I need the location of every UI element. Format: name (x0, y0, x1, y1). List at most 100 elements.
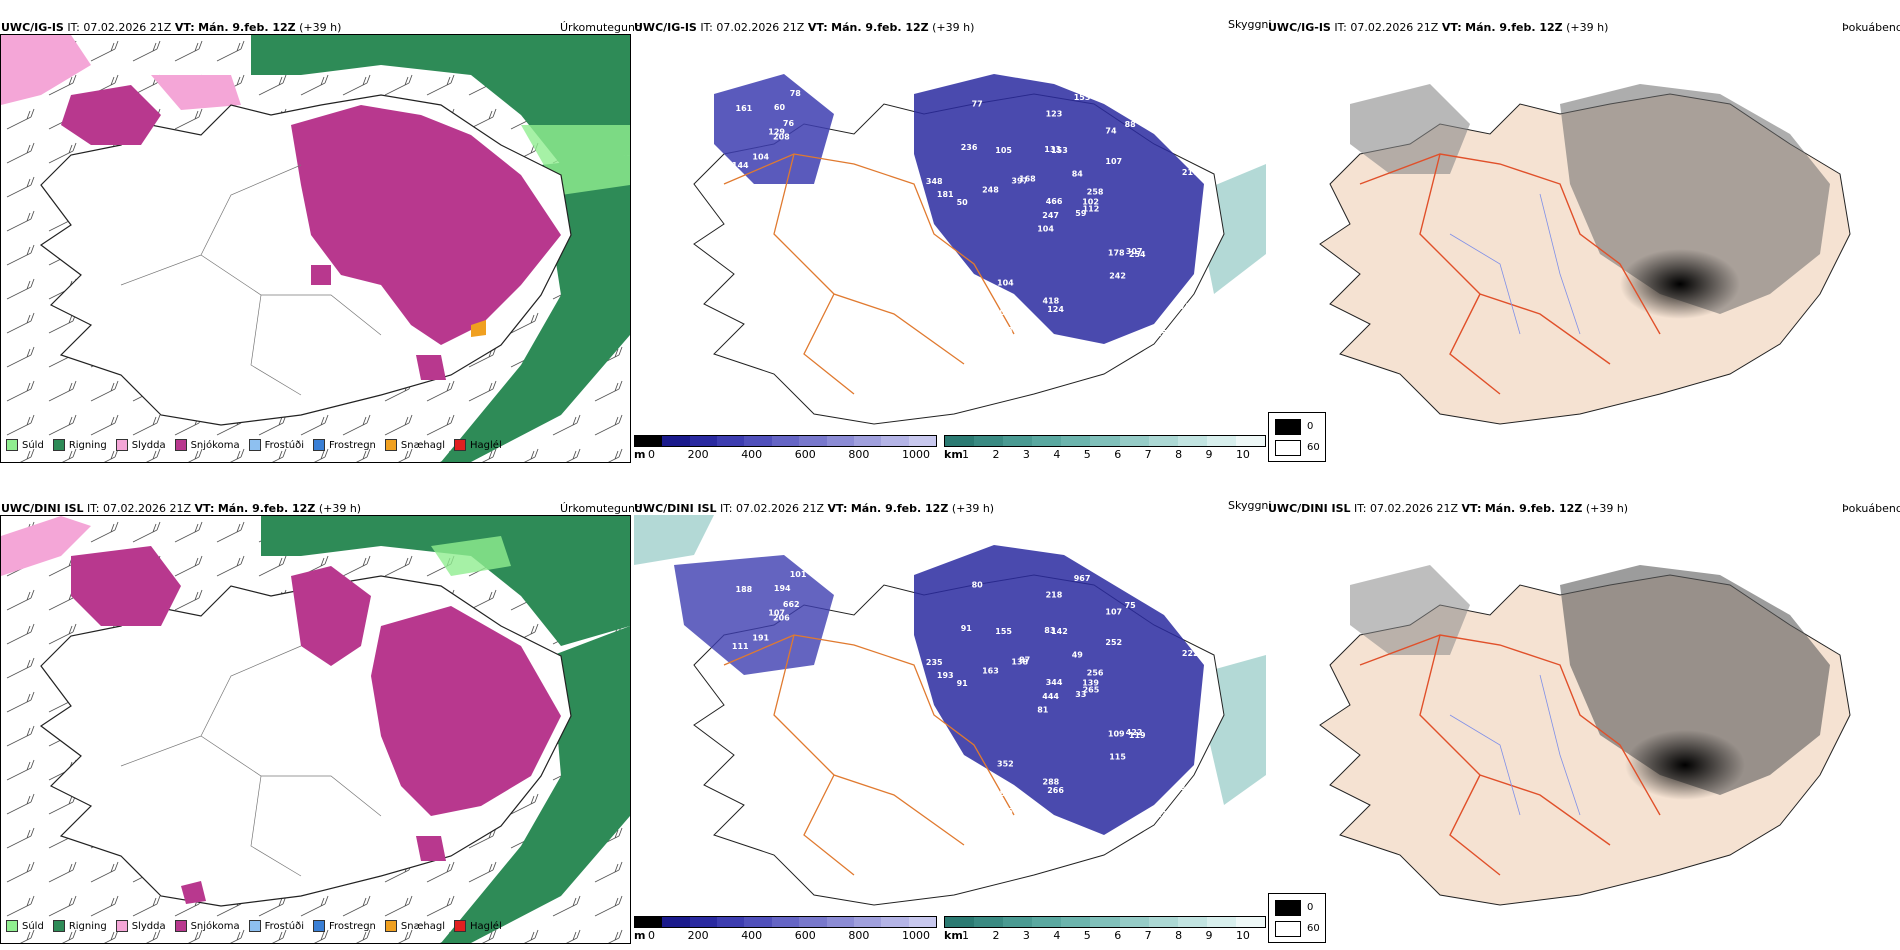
panel-title-cloud-2: UWC/DINI ISL IT: 07.02.2026 21Z VT: Mán.… (634, 502, 995, 515)
cloud-base-value: 153 (1074, 93, 1091, 102)
legend-item: Snjókoma (174, 920, 240, 932)
cloud-base-value: 84 (1072, 170, 1084, 179)
swatch-sleet (115, 920, 128, 932)
cloud-base-value: 138 (1011, 657, 1028, 666)
cloud-base-value: 307 (1126, 247, 1143, 256)
colorbar-tick: 0 (648, 929, 655, 942)
colorbar-segment (1090, 917, 1120, 927)
cloud-base-value: 53 (1178, 330, 1189, 339)
colorbar-segment (662, 436, 690, 446)
cloud-base-value: 278 (996, 326, 1013, 335)
colorbar-tick: 1000 (901, 929, 930, 942)
cloudbase-area-main (914, 74, 1204, 344)
cloud-base-value: 288 (1043, 778, 1060, 787)
cloud-base-value: 156 (1156, 329, 1173, 338)
panel-title-precip-2: UWC/DINI ISL IT: 07.02.2026 21Z VT: Mán.… (1, 502, 362, 515)
precip-map-svg-2 (1, 516, 630, 943)
legend-item: Snæhagl (384, 920, 445, 932)
visibility-area-1 (634, 515, 714, 565)
colorbar-segment (881, 436, 909, 446)
colorbar-segment (1148, 436, 1178, 446)
visibility-unit-2: km (944, 929, 963, 942)
colorbar-tick: 600 (794, 929, 816, 942)
cloud-base-value: 188 (736, 585, 753, 594)
fog-low-label: 60 (1307, 442, 1320, 453)
colorbar-segment (799, 436, 827, 446)
cloud-base-value: 105 (995, 146, 1012, 155)
cloud-base-value: 116 (996, 807, 1013, 816)
cloud-base-value: 532 (1178, 811, 1195, 820)
roads-4 (1359, 634, 1661, 876)
cloud-map-2[interactable]: 206 188 107 111 662 191 101 194 107 33 80 532 91 99 81… (634, 515, 1266, 910)
cloud-title-1: Skyggni (1228, 18, 1272, 31)
cloud-base-value: 91 (961, 624, 973, 633)
legend-item: Haglél (454, 439, 502, 451)
colorbar-segment (662, 917, 690, 927)
cloud-base-value: 344 (1046, 678, 1063, 687)
colorbar-tick: 6 (1114, 929, 1122, 942)
legend-item: Snjókoma (174, 439, 240, 451)
colorbar-tick: 1 (962, 929, 969, 942)
cloud-base-value: 111 (948, 335, 965, 344)
swatch-snow-pellets (384, 439, 397, 451)
colorbar-segment (826, 917, 854, 927)
colorbar-segment (908, 436, 936, 446)
cloudbase-ticks-2: 0 200 400 600 800 1000 (648, 929, 930, 942)
colorbar-tick: 5 (1083, 929, 1091, 942)
colorbar-tick: 1000 (901, 448, 930, 461)
drizzle-area (431, 536, 511, 576)
cloud-base-value: 140 (988, 308, 1005, 317)
cloudbase-area-westfjords (714, 74, 834, 184)
cloud-base-value: 111 (732, 642, 749, 651)
cloud-base-value: 142 (1051, 627, 1068, 636)
colorbar-segment (744, 917, 772, 927)
cloud-base-value: 208 (773, 133, 790, 142)
cloud-base-value: 81 (1037, 706, 1049, 715)
colorbar-segment (853, 436, 882, 446)
cloud-base-value: 662 (783, 600, 800, 609)
cloud-base-value: 242 (1109, 271, 1126, 280)
fog-low-swatch (1275, 440, 1301, 456)
colorbar-segment (689, 917, 718, 927)
fog-low-label: 60 (1307, 923, 1320, 934)
colorbar-segment (1206, 917, 1236, 927)
cloud-base-value: 74 (1105, 127, 1117, 136)
swatch-snow (174, 920, 187, 932)
rivers-2 (1449, 193, 1581, 335)
legend-item: Rigning (52, 920, 107, 932)
rivers-4 (1449, 674, 1581, 816)
cloud-title-2: Skyggni (1228, 499, 1272, 512)
colorbar-tick: 4 (1053, 448, 1061, 461)
snow-area-main (371, 606, 561, 816)
fog-map-1[interactable] (1300, 34, 1860, 429)
cloud-base-value: 139 (1082, 678, 1099, 687)
roads-2 (1359, 153, 1661, 395)
cloud-base-value: 348 (926, 177, 943, 186)
precip-map-1[interactable] (0, 34, 631, 463)
legend-item: Haglél (454, 920, 502, 932)
legend-item: Frostúði (248, 920, 304, 932)
legend-item: Slydda (115, 439, 166, 451)
cloudbase-unit-2: m (634, 929, 646, 942)
colorbar-segment (1032, 917, 1062, 927)
drizzle-area (521, 125, 630, 195)
precip-map-2[interactable] (0, 515, 631, 944)
swatch-rain (52, 439, 65, 451)
fog-map-svg-2 (1319, 565, 1851, 906)
cloud-map-1[interactable]: 208 161 129 144 76 104 78 60 74 59 77 53 50 84 104 107 1… (634, 34, 1266, 429)
cloud-base-value: 75 (1125, 601, 1137, 610)
cloud-base-value: 236 (961, 143, 978, 152)
cloud-base-value: 109 (1108, 730, 1125, 739)
cloudbase-area-westfjords (674, 555, 834, 675)
colorbar-tick: 6 (1114, 448, 1122, 461)
cloud-base-value: 265 (1083, 685, 1100, 694)
fog-map-2[interactable] (1300, 515, 1860, 910)
rain-area-north (261, 516, 630, 646)
cloud-base-value: 188 (988, 789, 1005, 798)
rivers-3 (120, 645, 382, 877)
visibility-colorbar-2 (944, 916, 1266, 928)
fog-legend-2: 0 60 (1268, 893, 1326, 943)
cloud-numbers-2: 206 188 107 111 662 191 101 194 107 33 80 532 91 99 81… (732, 570, 1199, 825)
colorbar-tick: 1 (962, 448, 969, 461)
colorbar-segment (1090, 436, 1120, 446)
